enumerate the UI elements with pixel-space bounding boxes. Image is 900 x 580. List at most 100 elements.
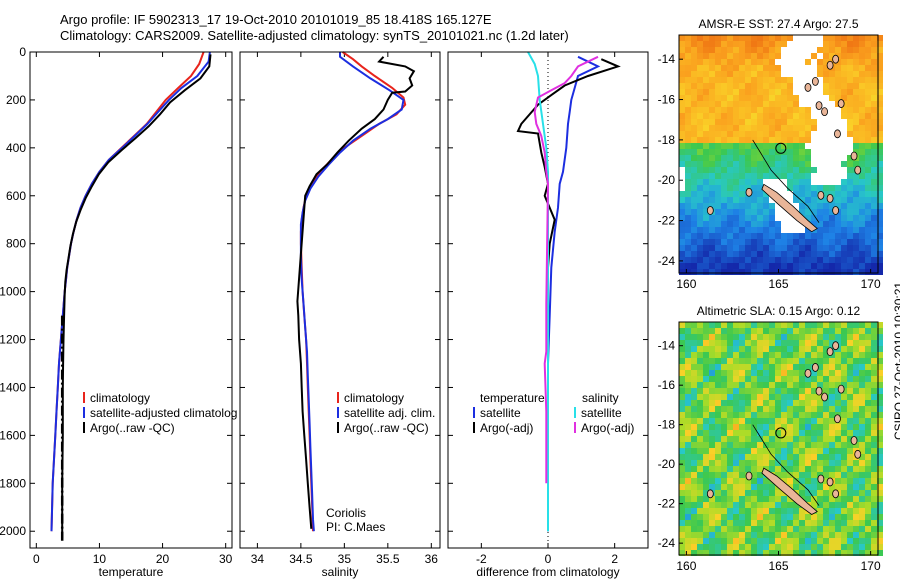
map-cell [757, 328, 763, 334]
map-cell [877, 364, 883, 370]
map-cell [703, 95, 709, 101]
map-cell [877, 167, 883, 173]
map-cell [811, 454, 817, 460]
y-tick-label: -20 [658, 173, 676, 187]
map-cell [799, 47, 805, 53]
map-cell [691, 35, 697, 41]
map-cell [817, 83, 823, 89]
series-climatology [299, 51, 407, 532]
y-tick-label: 800 [6, 237, 26, 251]
map-cell [751, 107, 757, 113]
map-cell [727, 346, 733, 352]
map-cell [691, 65, 697, 71]
map-cell [691, 167, 697, 173]
map-cell [733, 53, 739, 59]
map-cell [703, 191, 709, 197]
map-cell [859, 550, 865, 556]
y-tick-label: -14 [658, 339, 676, 353]
map-cell [733, 167, 739, 173]
map-cell [781, 239, 787, 245]
map-cell [685, 71, 691, 77]
map-cell [751, 502, 757, 508]
map-cell [847, 137, 853, 143]
map-cell [733, 41, 739, 47]
map-cell [697, 448, 703, 454]
map-cell [841, 400, 847, 406]
map-cell [787, 460, 793, 466]
map-cell [769, 245, 775, 251]
map-cell [811, 101, 817, 107]
map-cell [805, 71, 811, 77]
map-cell [877, 269, 883, 275]
map-cell [859, 215, 865, 221]
map-cell [679, 322, 685, 328]
map-cell [823, 113, 829, 119]
map-cell [679, 59, 685, 65]
map-cell [877, 478, 883, 484]
series-temp-argo [516, 58, 621, 292]
map-cell [823, 269, 829, 275]
map-cell [727, 352, 733, 358]
map-cell [685, 113, 691, 119]
map-cell [727, 71, 733, 77]
y-tick-label: -14 [658, 52, 676, 66]
map-cell [709, 155, 715, 161]
map-cell [799, 209, 805, 215]
map-cell [877, 113, 883, 119]
map-cell [775, 460, 781, 466]
map-cell [877, 149, 883, 155]
map-cell [715, 173, 721, 179]
map-cell [877, 340, 883, 346]
map-cell [877, 83, 883, 89]
map-cell [805, 167, 811, 173]
y-tick-label: -16 [658, 378, 676, 392]
map-cell [751, 233, 757, 239]
map-cell [691, 149, 697, 155]
map-cell [871, 382, 877, 388]
map-cell [727, 406, 733, 412]
map-cell [847, 161, 853, 167]
map-cell [739, 41, 745, 47]
map-cell [739, 77, 745, 83]
map-cell [823, 388, 829, 394]
map-cell [715, 77, 721, 83]
map-cell [865, 328, 871, 334]
map-cell [715, 197, 721, 203]
map-cell [691, 466, 697, 472]
map-cell [721, 376, 727, 382]
map-cell [811, 532, 817, 538]
map-cell [847, 334, 853, 340]
temperature-panel-frame [29, 51, 233, 549]
map-cell [703, 161, 709, 167]
map-cell [859, 334, 865, 340]
map-cell [751, 514, 757, 520]
map-cell [685, 185, 691, 191]
map-cell [871, 233, 877, 239]
map-cell [739, 203, 745, 209]
map-cell [871, 466, 877, 472]
map-cell [691, 532, 697, 538]
map-cell [853, 466, 859, 472]
map-cell [793, 269, 799, 275]
map-cell [715, 59, 721, 65]
map-cell [763, 514, 769, 520]
map-cell [751, 526, 757, 532]
map-cell [805, 47, 811, 53]
map-cell [733, 430, 739, 436]
map-cell [865, 496, 871, 502]
map-cell [829, 484, 835, 490]
map-cell [751, 191, 757, 197]
map-cell [805, 382, 811, 388]
map-cell [793, 173, 799, 179]
map-cell [757, 538, 763, 544]
map-cell [757, 95, 763, 101]
map-cell [859, 472, 865, 478]
map-cell [847, 394, 853, 400]
map-cell [739, 448, 745, 454]
map-cell [781, 358, 787, 364]
map-cell [865, 388, 871, 394]
map-cell [697, 83, 703, 89]
map-cell [721, 215, 727, 221]
map-cell [763, 496, 769, 502]
map-cell [691, 454, 697, 460]
